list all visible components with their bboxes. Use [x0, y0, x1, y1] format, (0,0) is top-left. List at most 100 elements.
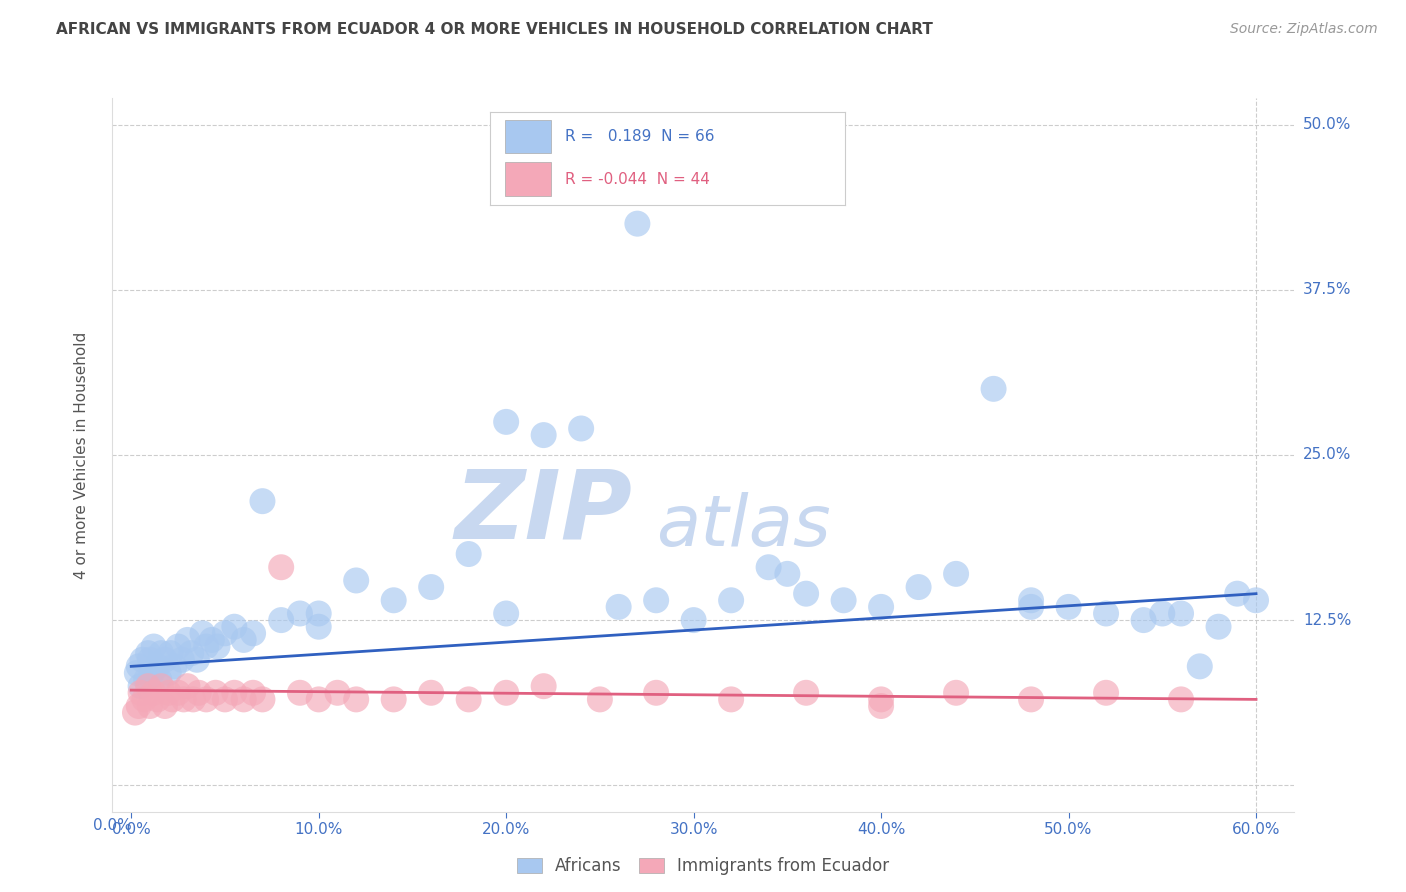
Point [150, 646, 173, 660]
Point [344, 574, 367, 588]
Text: 50.0%: 50.0% [1303, 117, 1351, 132]
Point [589, 692, 612, 706]
Point [495, 686, 517, 700]
Point [1226, 587, 1249, 601]
Point [153, 653, 176, 667]
Point [720, 593, 742, 607]
Point [832, 593, 855, 607]
Point [270, 613, 292, 627]
Point [758, 560, 780, 574]
Text: 25.0%: 25.0% [1303, 448, 1351, 462]
Point [308, 620, 330, 634]
Point [224, 620, 246, 634]
Text: AFRICAN VS IMMIGRANTS FROM ECUADOR 4 OR MORE VEHICLES IN HOUSEHOLD CORRELATION C: AFRICAN VS IMMIGRANTS FROM ECUADOR 4 OR … [56, 22, 934, 37]
Point [382, 593, 405, 607]
Point [1170, 607, 1192, 621]
Point [153, 698, 176, 713]
Point [794, 686, 817, 700]
Point [157, 686, 180, 700]
Text: Source: ZipAtlas.com: Source: ZipAtlas.com [1230, 22, 1378, 37]
Point [1019, 593, 1042, 607]
Point [308, 607, 330, 621]
Legend: Africans, Immigrants from Ecuador: Africans, Immigrants from Ecuador [510, 851, 896, 882]
Point [170, 653, 193, 667]
Point [167, 640, 190, 654]
Point [533, 428, 555, 442]
Point [124, 706, 146, 720]
Point [495, 415, 517, 429]
Point [163, 659, 186, 673]
Point [252, 494, 274, 508]
Point [495, 607, 517, 621]
Point [645, 686, 668, 700]
Point [645, 593, 668, 607]
Point [242, 626, 264, 640]
Text: 12.5%: 12.5% [1303, 613, 1351, 628]
Point [1208, 620, 1230, 634]
Text: ZIP: ZIP [454, 466, 633, 558]
Point [139, 698, 162, 713]
Point [232, 692, 254, 706]
Point [146, 692, 169, 706]
Point [191, 626, 214, 640]
Point [1152, 607, 1174, 621]
Point [457, 692, 479, 706]
Point [142, 686, 165, 700]
Point [533, 679, 555, 693]
Point [146, 659, 169, 673]
Point [214, 626, 236, 640]
Point [945, 686, 967, 700]
Point [159, 646, 181, 660]
Point [983, 382, 1005, 396]
Point [173, 692, 195, 706]
Point [870, 692, 893, 706]
Point [1095, 607, 1118, 621]
Point [129, 686, 152, 700]
Point [195, 692, 218, 706]
Point [167, 686, 190, 700]
Point [131, 653, 153, 667]
Point [1019, 599, 1042, 614]
Point [176, 679, 198, 693]
Point [204, 686, 226, 700]
Point [134, 692, 156, 706]
Point [162, 692, 184, 706]
Point [232, 632, 254, 647]
Point [308, 692, 330, 706]
Point [252, 692, 274, 706]
Point [135, 673, 157, 687]
Point [270, 560, 292, 574]
Point [139, 653, 162, 667]
Point [1244, 593, 1267, 607]
Point [128, 698, 150, 713]
Point [776, 566, 799, 581]
Point [1170, 692, 1192, 706]
Point [344, 692, 367, 706]
Point [420, 580, 443, 594]
Point [382, 692, 405, 706]
Point [201, 632, 224, 647]
Point [569, 421, 592, 435]
Point [1019, 692, 1042, 706]
Point [607, 599, 630, 614]
Point [186, 653, 208, 667]
Point [141, 665, 163, 680]
Point [907, 580, 929, 594]
Point [794, 587, 817, 601]
Point [187, 686, 209, 700]
Point [214, 692, 236, 706]
Point [129, 679, 152, 693]
Point [136, 646, 159, 660]
Point [180, 646, 202, 660]
Point [1132, 613, 1154, 627]
Point [420, 686, 443, 700]
Point [326, 686, 349, 700]
Point [128, 659, 150, 673]
Point [945, 566, 967, 581]
Point [142, 640, 165, 654]
Point [288, 607, 311, 621]
Text: atlas: atlas [655, 491, 831, 561]
Point [157, 665, 180, 680]
Point [150, 679, 173, 693]
Point [682, 613, 704, 627]
